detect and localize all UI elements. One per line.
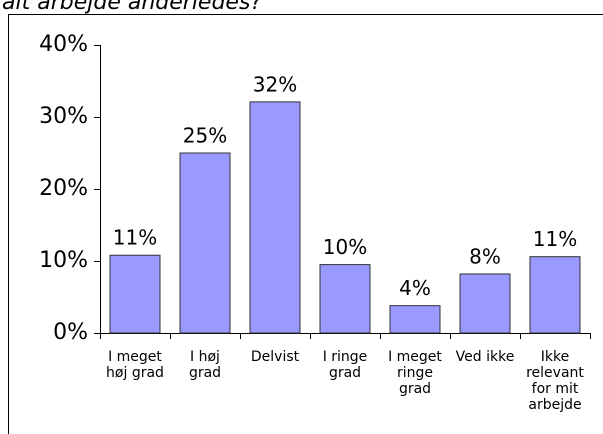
x-tick-label: høj grad bbox=[106, 365, 164, 381]
x-tick-label: Ved ikke bbox=[456, 349, 515, 365]
bar bbox=[179, 152, 231, 334]
data-label: 8% bbox=[469, 244, 501, 268]
x-tick-label: arbejde bbox=[528, 397, 581, 413]
x-tick-label: I høj bbox=[190, 349, 220, 365]
x-tick-label: I ringe bbox=[323, 349, 368, 365]
y-tick-label: 20% bbox=[39, 176, 88, 201]
data-label: 32% bbox=[253, 72, 297, 96]
data-label: 4% bbox=[399, 276, 431, 300]
data-label: 11% bbox=[113, 226, 157, 250]
data-label: 11% bbox=[533, 227, 577, 251]
x-tick-label: ringe bbox=[397, 365, 433, 381]
chart-frame bbox=[8, 14, 603, 434]
bar bbox=[389, 305, 441, 334]
y-tick-label: 40% bbox=[39, 32, 88, 57]
bar bbox=[459, 273, 511, 334]
x-tick-label: Delvist bbox=[251, 349, 300, 365]
y-tick-label: 0% bbox=[53, 320, 88, 345]
y-tick-label: 30% bbox=[39, 104, 88, 129]
x-tick-label: I meget bbox=[388, 349, 442, 365]
bar bbox=[529, 256, 581, 334]
x-tick-label: I meget bbox=[108, 349, 162, 365]
data-label: 10% bbox=[323, 235, 367, 259]
x-tick-label: Ikke bbox=[541, 349, 569, 365]
x-tick-label: grad bbox=[189, 365, 221, 381]
x-tick-label: grad bbox=[329, 365, 361, 381]
x-tick-label: for mit bbox=[532, 381, 579, 397]
y-tick-label: 10% bbox=[39, 248, 88, 273]
x-tick-label: relevant bbox=[526, 365, 584, 381]
bar bbox=[319, 264, 371, 334]
bar bbox=[249, 101, 301, 334]
chart-title: alt arbejde anderledes? bbox=[2, 0, 262, 15]
x-tick-label: grad bbox=[399, 381, 431, 397]
bar bbox=[109, 254, 161, 334]
data-label: 25% bbox=[183, 124, 227, 148]
